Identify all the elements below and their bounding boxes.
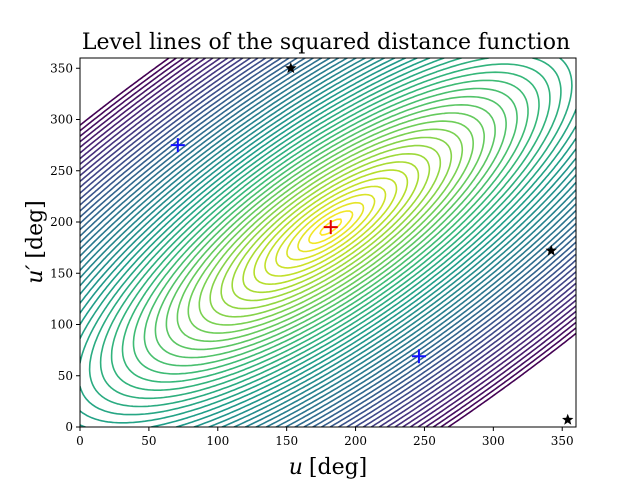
y-tick-label: 250 bbox=[50, 164, 73, 178]
x-tick-label: 300 bbox=[482, 434, 505, 448]
y-axis-variable: u′ bbox=[23, 265, 48, 284]
y-tick-label: 300 bbox=[50, 113, 73, 127]
x-axis-variable: u bbox=[289, 455, 303, 480]
x-tick-label: 200 bbox=[344, 434, 367, 448]
contour-line bbox=[80, 58, 576, 427]
contour-lines bbox=[80, 58, 576, 427]
x-axis-unit: [deg] bbox=[309, 455, 367, 480]
red-cross-marker bbox=[323, 220, 338, 235]
markers bbox=[170, 62, 574, 425]
x-tick-label: 50 bbox=[141, 434, 156, 448]
contour-line bbox=[297, 201, 365, 253]
contour-line bbox=[80, 58, 576, 427]
contour-line bbox=[275, 185, 387, 269]
contour-line bbox=[198, 128, 464, 326]
star-3-marker bbox=[562, 413, 574, 425]
x-tick-label: 350 bbox=[551, 434, 574, 448]
contour-line bbox=[80, 58, 576, 427]
contour-line bbox=[264, 177, 398, 277]
y-axis-unit: [deg] bbox=[23, 200, 48, 258]
y-tick-label: 150 bbox=[50, 266, 73, 280]
blue-cross-1-marker bbox=[170, 138, 185, 153]
y-tick-label: 50 bbox=[58, 369, 73, 383]
contour-line bbox=[80, 58, 576, 427]
x-tick-label: 0 bbox=[76, 434, 84, 448]
contour-line bbox=[209, 136, 453, 318]
y-tick-label: 100 bbox=[50, 318, 73, 332]
contour-line bbox=[132, 79, 529, 375]
contour-line bbox=[80, 58, 576, 427]
contour-line bbox=[80, 58, 576, 427]
y-tick-label: 350 bbox=[50, 61, 73, 75]
contour-line bbox=[187, 120, 474, 334]
contour-line bbox=[80, 58, 576, 416]
contour-line bbox=[80, 58, 576, 427]
contour-line bbox=[143, 87, 518, 367]
contour-line bbox=[80, 58, 576, 424]
contour-line bbox=[308, 210, 354, 245]
contour-line bbox=[88, 58, 573, 408]
chart-title: Level lines of the squared distance func… bbox=[82, 30, 570, 55]
contour-line bbox=[80, 58, 576, 427]
y-axis-label: u′ [deg] bbox=[23, 200, 48, 284]
contour-line bbox=[110, 63, 551, 391]
contour-line bbox=[80, 58, 576, 427]
star-2-marker bbox=[545, 244, 557, 256]
x-axis-ticks: 0 50 100 150 200 250 300 350 bbox=[76, 427, 574, 448]
contour-line bbox=[154, 95, 507, 359]
y-tick-label: 200 bbox=[50, 215, 73, 229]
star-1-marker bbox=[285, 62, 297, 74]
x-tick-label: 250 bbox=[413, 434, 436, 448]
contour-line bbox=[99, 58, 562, 400]
blue-cross-2-marker bbox=[411, 349, 426, 364]
plot-frame bbox=[79, 57, 577, 428]
contour-line bbox=[80, 58, 576, 427]
x-axis-label: u [deg] bbox=[289, 455, 368, 480]
x-tick-label: 150 bbox=[275, 434, 298, 448]
y-axis-ticks: 0 50 100 150 200 250 300 350 bbox=[50, 61, 80, 434]
x-tick-label: 100 bbox=[206, 434, 229, 448]
contour-line bbox=[220, 144, 442, 310]
contour-line bbox=[80, 58, 576, 427]
contour-line bbox=[121, 71, 540, 383]
contour-line bbox=[253, 169, 409, 285]
contour-line bbox=[80, 58, 576, 427]
contour-line bbox=[176, 112, 485, 343]
contour-line bbox=[80, 58, 576, 427]
y-tick-label: 0 bbox=[65, 420, 73, 434]
contour-line bbox=[242, 161, 420, 294]
contour-line bbox=[165, 104, 496, 351]
contour-line bbox=[231, 153, 431, 302]
contour-line bbox=[286, 193, 376, 261]
